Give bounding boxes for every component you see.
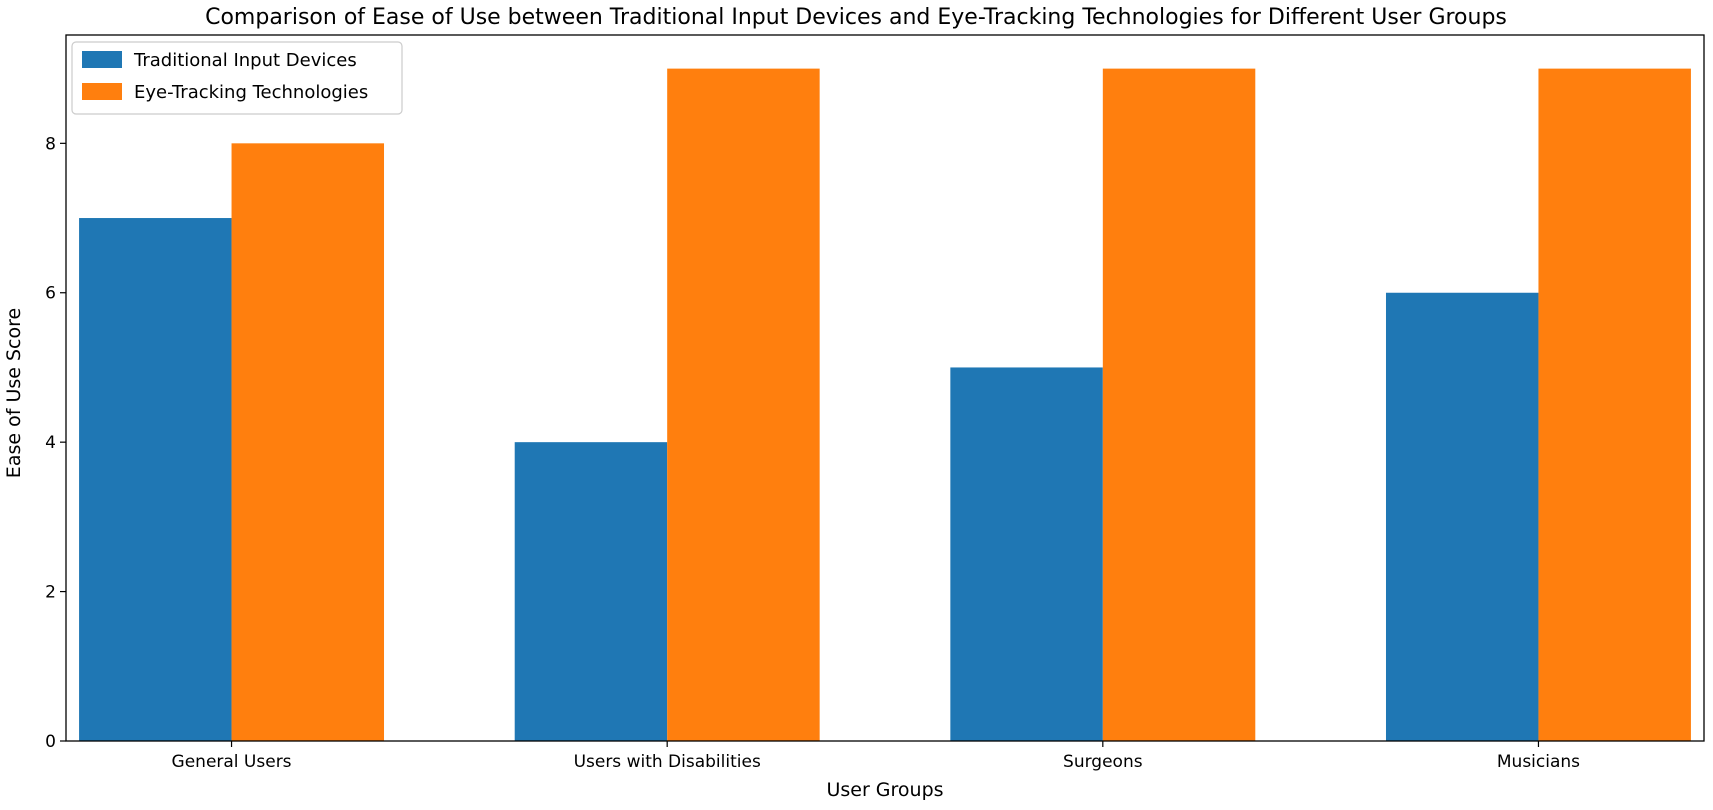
x-tick-label-3: Musicians [1497, 752, 1580, 772]
y-tick-label-1: 2 [45, 583, 56, 603]
bar-traditional-3 [1385, 292, 1539, 741]
legend-box [71, 41, 403, 115]
x-tick-label-1: Users with Disabilities [574, 752, 761, 772]
legend-label-0: Traditional Input Devices [133, 50, 357, 71]
x-tick-label-2: Surgeons [1063, 752, 1143, 772]
y-tick-label-0: 0 [45, 732, 56, 752]
y-axis-title: Ease of Use Score [3, 308, 25, 478]
y-tick-label-2: 4 [45, 433, 56, 453]
bar-traditional-0 [79, 218, 232, 741]
x-tick-label-0: General Users [172, 752, 292, 772]
bar-eye-tracking-2 [1102, 68, 1256, 742]
y-tick-label-4: 8 [45, 134, 56, 154]
bar-traditional-2 [950, 367, 1103, 741]
plot-area: 0 2 4 6 8 General Users Users with Disabilitie… [45, 34, 1705, 772]
bar-eye-tracking-0 [231, 143, 385, 741]
bar-traditional-1 [514, 442, 668, 741]
chart-title: Comparison of Ease of Use between Tradit… [205, 5, 1507, 30]
x-axis-title: User Groups [826, 779, 943, 801]
legend-swatch-1 [82, 83, 122, 100]
legend: Traditional Input Devices Eye-Tracking Te… [71, 41, 403, 115]
bar-eye-tracking-3 [1538, 68, 1691, 742]
y-tick-label-3: 6 [45, 284, 56, 304]
bar-eye-tracking-1 [667, 68, 820, 742]
legend-label-1: Eye-Tracking Technologies [134, 82, 368, 103]
legend-swatch-0 [82, 51, 122, 68]
plot-frame [65, 34, 1705, 742]
